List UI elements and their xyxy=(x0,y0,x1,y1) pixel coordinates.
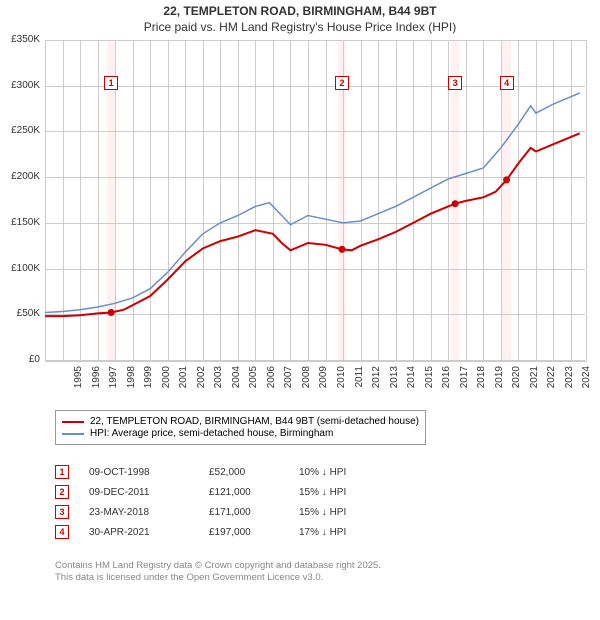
sale-row: 3 23-MAY-2018£171,00015% ↓ HPI xyxy=(55,502,399,522)
sale-dot xyxy=(503,176,510,183)
legend: 22, TEMPLETON ROAD, BIRMINGHAM, B44 9BT … xyxy=(55,410,426,445)
sale-row: 1 09-OCT-1998£52,00010% ↓ HPI xyxy=(55,462,399,482)
price-chart: £0£50K£100K£150K£200K£250K£300K£350K1995… xyxy=(0,0,600,410)
sale-dot xyxy=(339,246,346,253)
legend-label: 22, TEMPLETON ROAD, BIRMINGHAM, B44 9BT … xyxy=(90,416,419,427)
sale-row-price: £52,000 xyxy=(209,467,299,478)
sale-row-pct: 15% ↓ HPI xyxy=(299,487,399,498)
sale-row-date: 09-DEC-2011 xyxy=(89,487,209,498)
sale-row-marker: 3 xyxy=(55,505,69,519)
legend-label: HPI: Average price, semi-detached house,… xyxy=(90,428,333,439)
footer-attribution: Contains HM Land Registry data © Crown c… xyxy=(55,560,381,585)
sale-row-date: 30-APR-2021 xyxy=(89,527,209,538)
sale-row: 2 09-DEC-2011£121,00015% ↓ HPI xyxy=(55,482,399,502)
sale-row-marker: 4 xyxy=(55,525,69,539)
legend-item: 22, TEMPLETON ROAD, BIRMINGHAM, B44 9BT … xyxy=(62,416,419,427)
footer-line2: This data is licensed under the Open Gov… xyxy=(55,572,381,584)
chart-svg xyxy=(0,0,600,410)
sale-row-price: £121,000 xyxy=(209,487,299,498)
sale-row-pct: 17% ↓ HPI xyxy=(299,527,399,538)
legend-item: HPI: Average price, semi-detached house,… xyxy=(62,428,419,439)
sales-table: 1 09-OCT-1998£52,00010% ↓ HPI 2 09-DEC-2011… xyxy=(55,462,399,542)
legend-swatch xyxy=(62,433,84,435)
sale-dot xyxy=(108,309,115,316)
sale-row-marker: 2 xyxy=(55,485,69,499)
sale-row-pct: 15% ↓ HPI xyxy=(299,507,399,518)
sale-marker-2: 2 xyxy=(335,76,349,90)
sale-row-pct: 10% ↓ HPI xyxy=(299,467,399,478)
sale-marker-1: 1 xyxy=(104,76,118,90)
legend-swatch xyxy=(62,421,84,423)
footer-line1: Contains HM Land Registry data © Crown c… xyxy=(55,560,381,572)
sale-row: 4 30-APR-2021£197,00017% ↓ HPI xyxy=(55,522,399,542)
sale-marker-4: 4 xyxy=(500,76,514,90)
sale-marker-3: 3 xyxy=(448,76,462,90)
series-hpi xyxy=(45,93,580,313)
sale-dot xyxy=(452,200,459,207)
sale-row-price: £171,000 xyxy=(209,507,299,518)
series-property xyxy=(45,133,580,316)
sale-row-price: £197,000 xyxy=(209,527,299,538)
sale-row-date: 09-OCT-1998 xyxy=(89,467,209,478)
sale-row-marker: 1 xyxy=(55,465,69,479)
sale-row-date: 23-MAY-2018 xyxy=(89,507,209,518)
